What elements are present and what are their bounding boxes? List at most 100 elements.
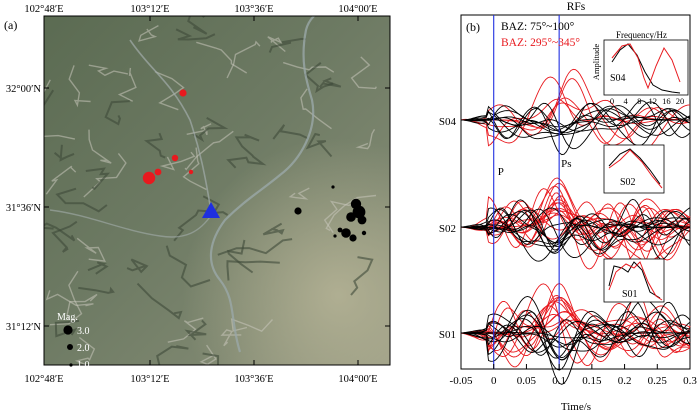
rf-station-s04 [460, 68, 691, 156]
rf-trace [461, 313, 690, 356]
rf-trace [461, 101, 691, 138]
rf-trace [461, 207, 691, 261]
inset-x-tick-label: 16 [662, 96, 671, 106]
station-label-s02: S02 [439, 223, 456, 235]
legend-label-3: 3.0 [77, 326, 90, 337]
inset-s01-red-spectrum [608, 261, 663, 301]
inset-amp-label: Amplitude [591, 44, 601, 81]
x-tick-label: 0.2 [618, 375, 632, 387]
legend-label-2: 2.0 [77, 343, 90, 354]
phase-label-p: P [498, 166, 504, 178]
rf-trace [460, 108, 691, 133]
lon-tick-top-4: 104°00′E [338, 4, 377, 15]
red-event [188, 169, 194, 175]
red-event [154, 168, 162, 176]
x-tick-label: 0.3 [683, 375, 697, 387]
inset-s04: Frequency/Hz Amplitude S04 0 4 8 12 16 20 [591, 30, 689, 106]
black-event [357, 215, 367, 225]
black-events [294, 185, 367, 242]
lon-tick-bottom-4: 104°00′E [338, 374, 377, 385]
inset-label-s04: S04 [610, 73, 626, 84]
x-tick-label: 0.05 [517, 375, 537, 387]
x-axis-label: Time/s [561, 401, 591, 413]
inset-s04-black-spectrum [611, 43, 681, 94]
lat-tick-1: 32°00′N [6, 84, 41, 95]
inset-x-tick-label: 12 [649, 96, 658, 106]
inset-x-tick-label: 0 [610, 96, 614, 106]
black-event [337, 227, 343, 233]
red-event [142, 171, 156, 185]
chart-title: RFs [567, 1, 586, 13]
black-event [346, 212, 356, 222]
lon-tick-bottom-3: 103°36′E [234, 374, 273, 385]
rf-trace [461, 207, 691, 234]
rf-trace [460, 311, 690, 385]
rf-trace [460, 208, 690, 259]
inset-x-tick-label: 4 [623, 96, 628, 106]
rf-trace [460, 295, 691, 347]
x-tick-label: 0.1 [552, 375, 566, 387]
x-tick-label: 0.25 [648, 375, 668, 387]
rf-trace [460, 307, 691, 353]
station-label-s01: S01 [439, 329, 456, 341]
rf-trace [461, 311, 691, 344]
inset-freq-label: Frequency/Hz [616, 30, 667, 40]
phase-markers: P Ps [493, 15, 572, 369]
triangle-icon [202, 202, 220, 218]
legend-symbol-2 [67, 344, 73, 350]
black-event [361, 230, 367, 236]
rf-trace [460, 105, 691, 134]
inset-s02: S02 [603, 144, 665, 194]
rf-trace [461, 207, 691, 244]
lat-tick-2: 31°36′N [6, 203, 41, 214]
rf-trace [461, 198, 691, 260]
red-event [179, 89, 187, 97]
x-tick-label: 0 [491, 375, 497, 387]
rf-trace [461, 214, 691, 244]
black-event [294, 207, 302, 215]
phase-label-ps: Ps [561, 158, 571, 170]
x-tick-label: -0.05 [450, 375, 473, 387]
lon-tick-top-1: 102°48′E [24, 4, 63, 15]
panel-a-label: (a) [4, 18, 17, 32]
rf-trace [461, 299, 691, 363]
inset-s01: S01 [603, 258, 665, 303]
map-panel: 102°48′E 103°12′E 103°36′E 104°00′E 102°… [4, 4, 391, 385]
lon-tick-bottom-1: 102°48′E [24, 374, 63, 385]
rf-trace [461, 311, 690, 361]
legend-symbol-3 [63, 325, 73, 335]
legend-baz-black: BAZ: 75°~100° [501, 21, 575, 33]
inset-x-tick-label: 20 [676, 96, 685, 106]
red-event [171, 154, 179, 162]
legend-baz-red: BAZ: 295°~345° [501, 37, 580, 49]
legend-label-1: 1.0 [77, 360, 90, 371]
rf-trace [460, 97, 690, 144]
rf-trace [460, 109, 691, 138]
black-event [352, 205, 366, 219]
lat-tick-3: 31°12′N [6, 322, 41, 333]
station-label-s04: S04 [439, 116, 457, 128]
satellite-terrain [44, 16, 390, 365]
inset-x-tick-label: 8 [637, 96, 641, 106]
rf-traces [460, 68, 691, 385]
rf-trace [460, 105, 691, 136]
inset-s04-frame [603, 39, 689, 96]
panel-b-label: (b) [466, 20, 480, 34]
lon-tick-top-2: 103°12′E [130, 4, 169, 15]
black-event [333, 234, 337, 238]
inset-s04-red-spectrum [611, 43, 681, 90]
magnitude-legend: Mag. 3.0 2.0 1.0 [57, 312, 90, 371]
black-event [331, 185, 335, 189]
black-event [349, 234, 357, 242]
rf-trace [461, 195, 691, 255]
rf-panel: RFs (b) P Ps BAZ: 75°~100° BAZ: 295°~345°… [439, 1, 698, 413]
x-axis: -0.05 0 0.05 0.1 0.15 0.2 0.25 0.3 [450, 364, 697, 387]
rf-station-s01 [460, 283, 691, 385]
rf-trace [461, 298, 691, 371]
x-tick-label: 0.15 [582, 375, 602, 387]
inset-label-s01: S01 [622, 289, 638, 300]
rf-trace [461, 182, 691, 252]
rf-trace [461, 99, 691, 152]
rf-trace [461, 198, 691, 249]
